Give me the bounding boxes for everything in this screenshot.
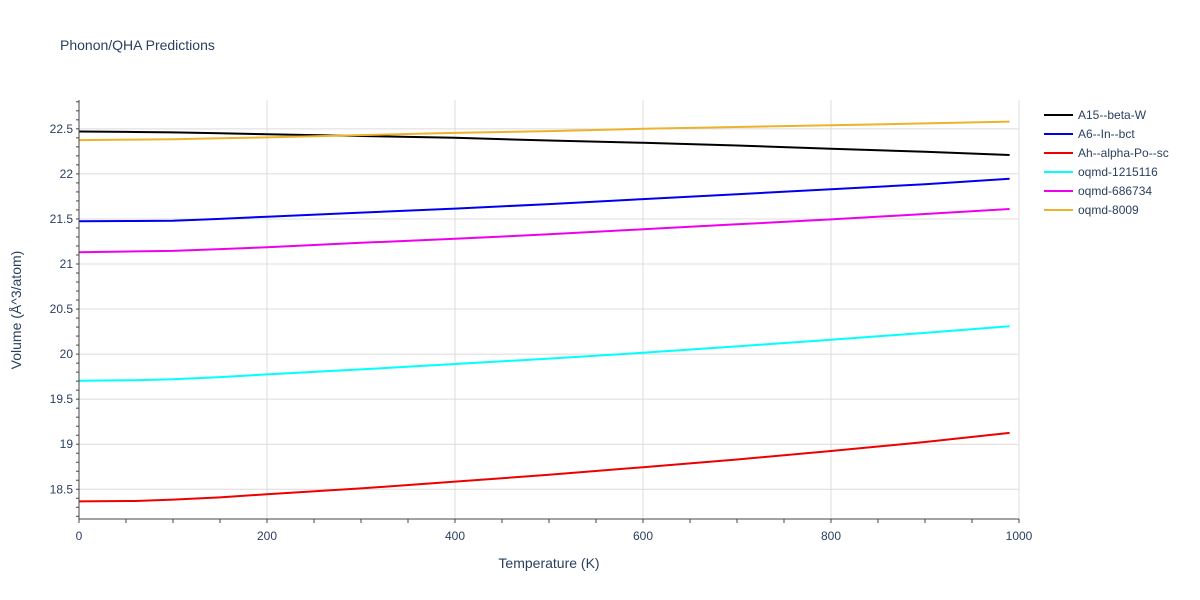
y-tick-label: 22 bbox=[60, 167, 74, 181]
y-tick-label: 19.5 bbox=[50, 392, 74, 406]
axes: 0 200 400 600 800 1000 18.5 19 19.5 20 20.5 21 21.5 2… bbox=[50, 100, 1033, 543]
legend-item[interactable]: oqmd-686734 bbox=[1044, 184, 1152, 198]
plot-lines bbox=[78, 120, 1010, 503]
series-line bbox=[78, 177, 1010, 223]
series-line bbox=[78, 325, 1010, 382]
legend-item[interactable]: A15--beta-W bbox=[1044, 108, 1147, 122]
series-line bbox=[78, 431, 1010, 503]
x-tick-label: 200 bbox=[257, 529, 277, 543]
y-tick-label: 19 bbox=[60, 437, 74, 451]
x-tick-label: 400 bbox=[445, 529, 465, 543]
series-line bbox=[78, 120, 1010, 142]
y-tick-label: 22.5 bbox=[50, 122, 74, 136]
legend-label: A15--beta-W bbox=[1078, 108, 1147, 122]
x-tick-label: 0 bbox=[76, 529, 83, 543]
legend-item[interactable]: oqmd-8009 bbox=[1044, 203, 1139, 217]
series-line bbox=[78, 130, 1010, 156]
grid bbox=[79, 100, 1020, 519]
legend-label: A6--In--bct bbox=[1078, 127, 1135, 141]
legend-item[interactable]: Ah--alpha-Po--sc bbox=[1044, 146, 1169, 160]
series-line bbox=[78, 208, 1010, 254]
y-tick-label: 20.5 bbox=[50, 302, 74, 316]
y-tick-label: 20 bbox=[60, 347, 74, 361]
legend-item[interactable]: oqmd-1215116 bbox=[1044, 165, 1158, 179]
x-tick-label: 1000 bbox=[1006, 529, 1033, 543]
legend[interactable]: A15--beta-W A6--In--bct Ah--alpha-Po--sc oq… bbox=[1044, 108, 1169, 217]
chart-title: Phonon/QHA Predictions bbox=[60, 37, 215, 53]
x-tick-label: 800 bbox=[821, 529, 841, 543]
x-tick-label: 600 bbox=[633, 529, 653, 543]
y-axis-title: Volume (Å^3/atom) bbox=[8, 251, 24, 370]
y-tick-label: 21 bbox=[60, 257, 74, 271]
legend-label: oqmd-1215116 bbox=[1078, 165, 1158, 179]
legend-item[interactable]: A6--In--bct bbox=[1044, 127, 1135, 141]
legend-label: Ah--alpha-Po--sc bbox=[1078, 146, 1169, 160]
y-tick-label: 21.5 bbox=[50, 212, 74, 226]
x-axis-title: Temperature (K) bbox=[498, 555, 599, 571]
legend-label: oqmd-686734 bbox=[1078, 184, 1152, 198]
legend-label: oqmd-8009 bbox=[1078, 203, 1139, 217]
y-tick-label: 18.5 bbox=[50, 482, 74, 496]
